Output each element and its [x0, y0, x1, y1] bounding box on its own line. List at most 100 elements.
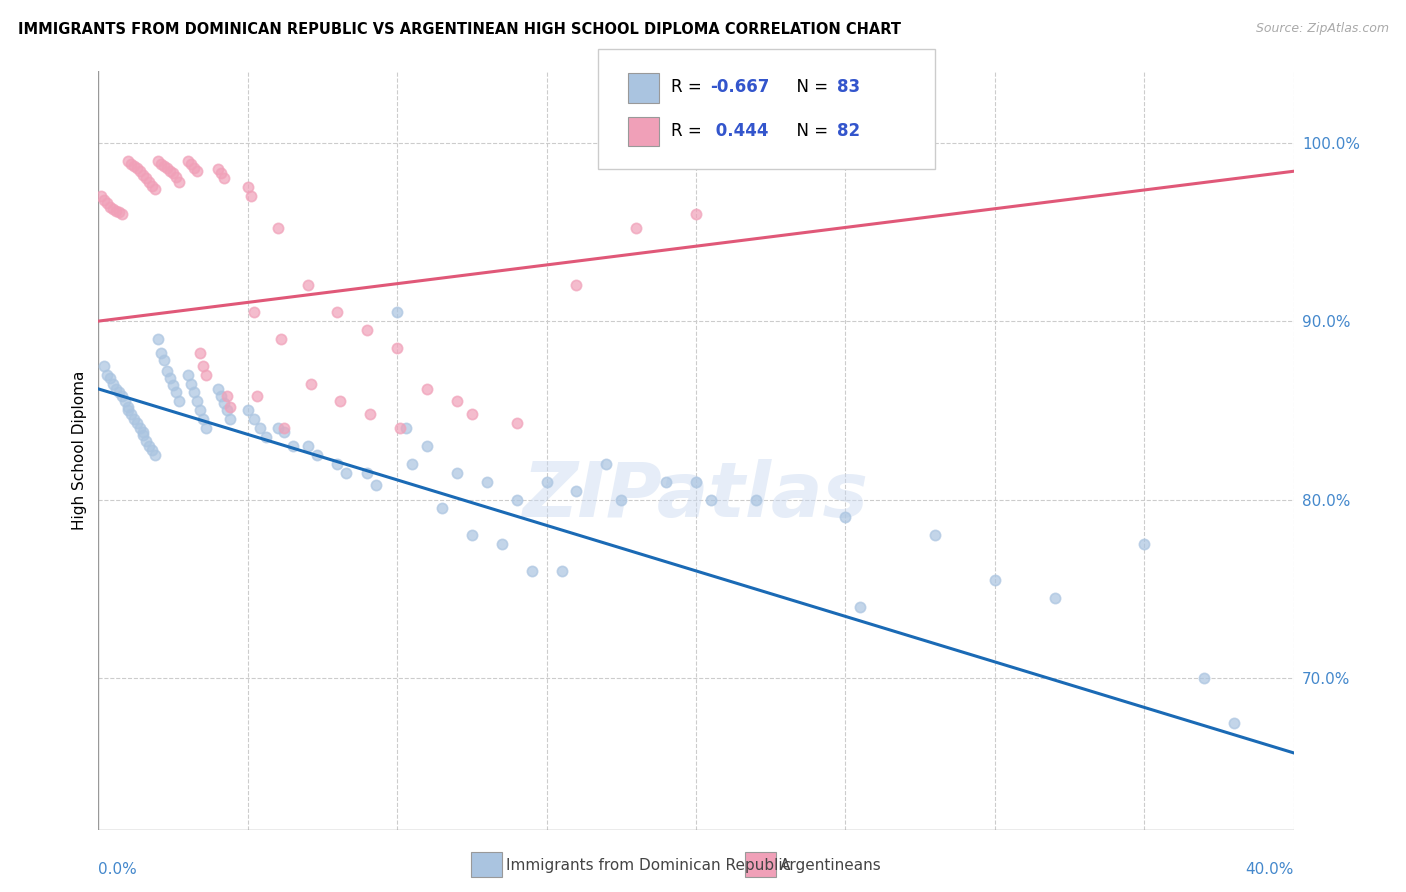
Point	[356, 323, 378, 337]
Point	[156, 161, 179, 175]
Point	[281, 439, 304, 453]
Point	[700, 492, 723, 507]
Point	[135, 171, 157, 186]
Point	[129, 421, 152, 435]
Point	[246, 389, 269, 403]
Point	[183, 385, 205, 400]
Point	[506, 492, 529, 507]
Point	[395, 421, 418, 435]
Text: N =: N =	[786, 78, 834, 96]
Point	[148, 332, 170, 346]
Point	[153, 353, 176, 368]
Point	[446, 466, 468, 480]
Point	[162, 166, 184, 180]
Point	[195, 421, 218, 435]
Point	[132, 168, 155, 182]
Point	[127, 161, 149, 175]
Point	[103, 202, 125, 216]
Point	[745, 492, 768, 507]
Point	[143, 182, 166, 196]
Point	[461, 528, 484, 542]
Point	[120, 157, 142, 171]
Point	[1192, 671, 1215, 685]
Point	[143, 448, 166, 462]
Point	[108, 385, 131, 400]
Text: 0.0%: 0.0%	[98, 862, 138, 877]
Point	[1223, 715, 1246, 730]
Point	[430, 501, 453, 516]
Point	[105, 382, 128, 396]
Point	[167, 394, 190, 409]
Point	[183, 161, 205, 175]
Point	[188, 346, 211, 360]
Point	[685, 207, 707, 221]
Point	[239, 189, 262, 203]
Point	[356, 466, 378, 480]
Point	[177, 368, 200, 382]
Text: IMMIGRANTS FROM DOMINICAN REPUBLIC VS ARGENTINEAN HIGH SCHOOL DIPLOMA CORRELATIO: IMMIGRANTS FROM DOMINICAN REPUBLIC VS AR…	[18, 22, 901, 37]
Point	[188, 403, 211, 417]
Point	[329, 394, 352, 409]
Point	[243, 305, 266, 319]
Point	[267, 421, 290, 435]
Point	[120, 407, 142, 421]
Point	[305, 448, 328, 462]
Point	[243, 412, 266, 426]
Point	[132, 428, 155, 442]
Point	[117, 403, 139, 417]
Point	[299, 376, 322, 391]
Text: 82: 82	[837, 122, 859, 140]
Point	[219, 400, 242, 414]
Point	[159, 371, 181, 385]
Point	[186, 164, 208, 178]
Point	[114, 394, 136, 409]
Point	[849, 599, 872, 614]
Point	[150, 346, 173, 360]
Point	[475, 475, 498, 489]
Point	[191, 412, 214, 426]
Point	[186, 394, 208, 409]
Point	[270, 332, 292, 346]
Point	[162, 378, 184, 392]
Point	[105, 203, 128, 218]
Point	[446, 394, 468, 409]
Point	[359, 407, 381, 421]
Point	[401, 457, 423, 471]
Point	[132, 425, 155, 439]
Point	[389, 421, 412, 435]
Point	[1043, 591, 1066, 605]
Point	[536, 475, 558, 489]
Text: N =: N =	[786, 122, 834, 140]
Point	[416, 439, 439, 453]
Point	[565, 483, 588, 498]
Point	[111, 389, 134, 403]
Point	[626, 221, 648, 235]
Point	[297, 439, 319, 453]
Point	[326, 305, 349, 319]
Point	[141, 178, 163, 193]
Point	[834, 510, 856, 524]
Point	[655, 475, 678, 489]
Point	[506, 416, 529, 430]
Point	[595, 457, 617, 471]
Point	[135, 434, 157, 448]
Point	[273, 425, 295, 439]
Point	[249, 421, 271, 435]
Point	[153, 159, 176, 173]
Point	[520, 564, 543, 578]
Point	[138, 439, 160, 453]
Point	[108, 205, 131, 219]
Point	[96, 368, 118, 382]
Point	[98, 200, 122, 214]
Point	[215, 403, 238, 417]
Point	[167, 175, 190, 189]
Point	[215, 389, 238, 403]
Point	[159, 164, 181, 178]
Point	[165, 169, 187, 184]
Text: 40.0%: 40.0%	[1246, 862, 1294, 877]
Point	[461, 407, 484, 421]
Text: ZIPatlas: ZIPatlas	[523, 459, 869, 533]
Text: Argentineans: Argentineans	[780, 858, 882, 872]
Point	[195, 368, 218, 382]
Point	[236, 403, 259, 417]
